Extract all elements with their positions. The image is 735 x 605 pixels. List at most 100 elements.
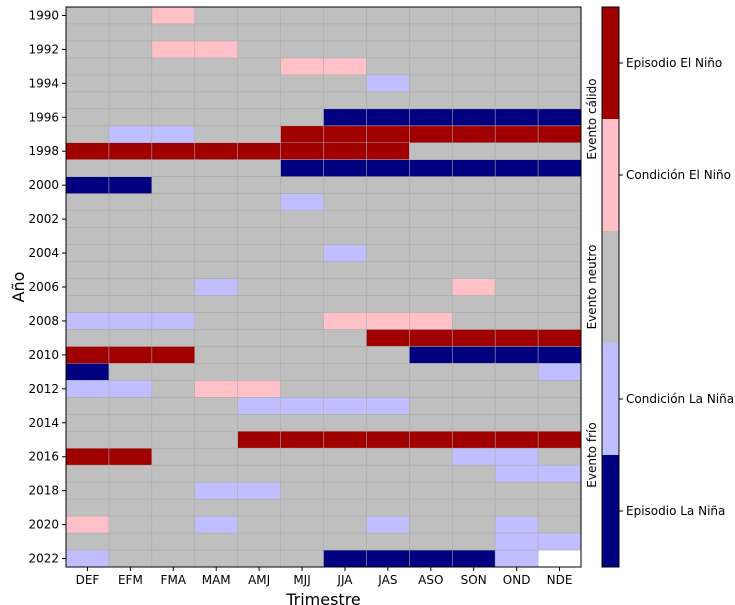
heatmap-cell-1993-JJA	[323, 57, 367, 76]
heatmap-cell-1997-MAM	[194, 125, 238, 144]
heatmap-cell-1999-MJJ	[280, 159, 324, 177]
heatmap-cell-2021-MJJ	[280, 533, 324, 551]
heatmap-cell-2002-JAS	[366, 210, 410, 228]
heatmap-cell-1991-JJA	[323, 23, 367, 42]
heatmap-cell-2013-ASO	[409, 397, 453, 415]
heatmap-cell-2000-ASO	[409, 176, 453, 194]
heatmap-cell-2018-SON	[452, 482, 496, 500]
x-tick-label-NDE: NDE	[547, 573, 573, 587]
heatmap-cell-2022-MJJ	[280, 550, 324, 568]
heatmap-cell-2001-AMJ	[237, 193, 281, 211]
heatmap-cell-2010-SON	[452, 346, 496, 364]
heatmap-cell-2004-JJA	[323, 244, 367, 262]
heatmap-cell-2017-AMJ	[237, 465, 281, 483]
heatmap-cell-2006-AMJ	[237, 278, 281, 296]
heatmap-cell-2009-DEF	[66, 329, 110, 347]
heatmap-cell-2011-SON	[452, 363, 496, 381]
heatmap-cell-1997-AMJ	[237, 125, 281, 144]
heatmap-cell-2020-OND	[495, 516, 539, 534]
heatmap-cell-1995-AMJ	[237, 91, 281, 110]
heatmap-cell-2016-FMA	[151, 448, 196, 466]
heatmap-cell-2010-JJA	[323, 346, 367, 364]
x-tick-label-MJJ: MJJ	[293, 573, 310, 587]
heatmap-cells	[66, 7, 582, 568]
heatmap-cell-2003-MJJ	[280, 227, 324, 245]
heatmap-cell-2006-MAM	[194, 278, 238, 296]
colorbar-segment-condición-el-niño	[602, 119, 619, 232]
heatmap-cell-2016-JJA	[323, 448, 367, 466]
heatmap-cell-2000-EFM	[108, 176, 153, 194]
heatmap-cell-2003-NDE	[538, 227, 582, 245]
heatmap-cell-2021-AMJ	[237, 533, 281, 551]
heatmap-cell-2001-EFM	[108, 193, 153, 211]
heatmap-cell-2014-EFM	[108, 414, 153, 432]
heatmap-cell-2009-FMA	[151, 329, 196, 347]
heatmap-cell-1999-NDE	[538, 159, 582, 177]
heatmap-cell-2003-SON	[452, 227, 496, 245]
heatmap-cell-2018-JAS	[366, 482, 410, 500]
heatmap-cell-2021-OND	[495, 533, 539, 551]
heatmap-cell-1996-JAS	[366, 108, 410, 127]
heatmap-cell-1991-OND	[495, 23, 539, 42]
heatmap-cell-2021-MAM	[194, 533, 238, 551]
heatmap-cell-2010-AMJ	[237, 346, 281, 364]
heatmap-cell-1992-JAS	[366, 40, 410, 59]
heatmap-cell-1996-NDE	[538, 108, 582, 127]
heatmap-cell-2020-JAS	[366, 516, 410, 534]
heatmap-cell-2010-FMA	[151, 346, 196, 364]
heatmap-cell-1990-JJA	[323, 7, 367, 25]
colorbar-frame	[601, 6, 620, 568]
heatmap-cell-2005-NDE	[538, 261, 582, 279]
heatmap-cell-1996-AMJ	[237, 108, 281, 127]
heatmap-cell-2011-AMJ	[237, 363, 281, 381]
heatmap-cell-2006-JJA	[323, 278, 367, 296]
heatmap-cell-1995-NDE	[538, 91, 582, 110]
heatmap-cell-2004-SON	[452, 244, 496, 262]
heatmap-cell-2017-DEF	[66, 465, 110, 483]
heatmap-cell-2014-ASO	[409, 414, 453, 432]
heatmap-cell-2016-DEF	[66, 448, 110, 466]
x-tick-label-EFM: EFM	[118, 573, 143, 587]
heatmap-cell-1994-JJA	[323, 74, 367, 93]
heatmap-cell-1991-SON	[452, 23, 496, 42]
heatmap-cell-2003-ASO	[409, 227, 453, 245]
heatmap-cell-2018-EFM	[108, 482, 153, 500]
heatmap-cell-2021-DEF	[66, 533, 110, 551]
heatmap-cell-2008-SON	[452, 312, 496, 330]
heatmap-cell-2021-NDE	[538, 533, 582, 551]
heatmap-cell-1999-SON	[452, 159, 496, 177]
heatmap-cell-2013-DEF	[66, 397, 110, 415]
heatmap-cell-2007-MAM	[194, 295, 238, 313]
heatmap-cell-2022-DEF	[66, 550, 110, 568]
heatmap-cell-2012-EFM	[108, 380, 153, 398]
heatmap-cell-2012-FMA	[151, 380, 196, 398]
heatmap-cell-1996-MAM	[194, 108, 238, 127]
heatmap-cell-1990-OND	[495, 7, 539, 25]
heatmap-cell-2019-ASO	[409, 499, 453, 517]
heatmap-cell-2015-FMA	[151, 431, 196, 449]
y-tick-label-2016: 2016	[28, 450, 59, 464]
heatmap-cell-1990-EFM	[108, 7, 153, 25]
heatmap-cell-2018-FMA	[151, 482, 196, 500]
heatmap-cell-2008-JJA	[323, 312, 367, 330]
heatmap-cell-1995-JJA	[323, 91, 367, 110]
heatmap-cell-2002-NDE	[538, 210, 582, 228]
heatmap-cell-2014-JJA	[323, 414, 367, 432]
y-tick-label-2004: 2004	[28, 246, 59, 260]
heatmap-cell-1999-DEF	[66, 159, 110, 177]
heatmap-cell-2002-EFM	[108, 210, 153, 228]
heatmap-cell-2007-JAS	[366, 295, 410, 313]
heatmap-cell-2007-DEF	[66, 295, 110, 313]
heatmap-cell-2003-OND	[495, 227, 539, 245]
heatmap-cell-1997-JAS	[366, 125, 410, 144]
heatmap-cell-1992-OND	[495, 40, 539, 59]
heatmap-cell-2015-AMJ	[237, 431, 281, 449]
heatmap-cell-2018-OND	[495, 482, 539, 500]
heatmap-cell-2012-MJJ	[280, 380, 324, 398]
heatmap-cell-2000-OND	[495, 176, 539, 194]
heatmap-cell-1999-JAS	[366, 159, 410, 177]
heatmap-cell-1995-MAM	[194, 91, 238, 110]
heatmap-cell-1997-ASO	[409, 125, 453, 144]
y-tick-label-1994: 1994	[28, 76, 59, 90]
